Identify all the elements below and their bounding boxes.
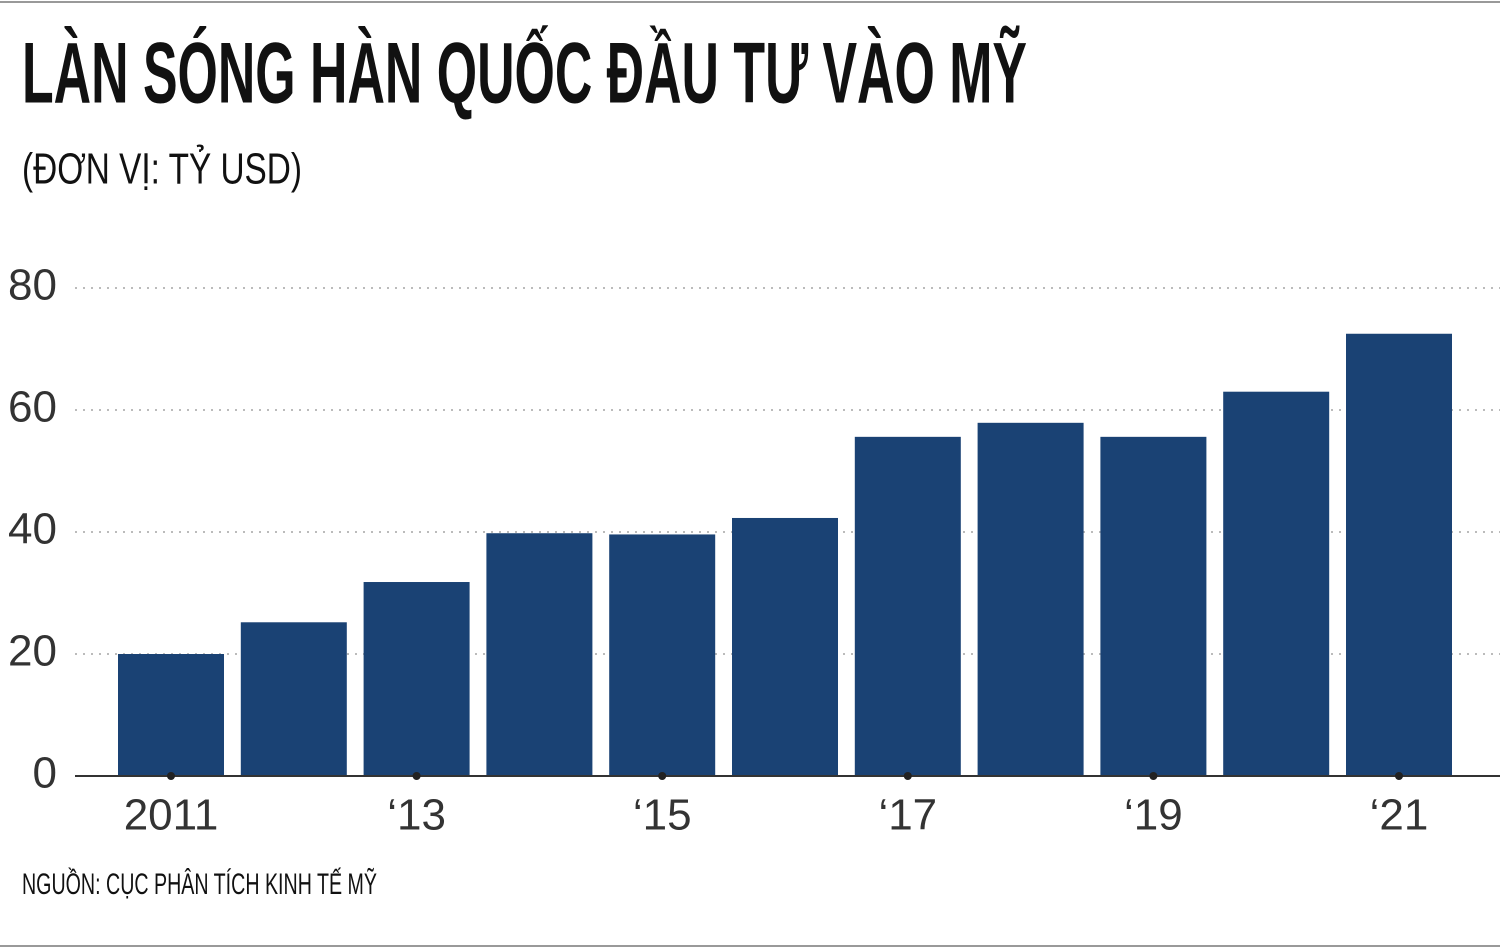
x-tick-dot: [658, 772, 667, 780]
chart-title: LÀN SÓNG HÀN QUỐC ĐẦU TƯ VÀO MỸ: [22, 26, 1027, 122]
bar: [486, 533, 593, 776]
y-tick-label: 20: [8, 627, 57, 676]
bar: [363, 582, 470, 776]
x-tick-dot: [903, 772, 912, 780]
bar: [1100, 436, 1207, 776]
bar: [732, 517, 838, 776]
source-note: NGUỒN: CỤC PHÂN TÍCH KINH TẾ MỸ: [22, 867, 377, 901]
x-tick-dot: [1149, 772, 1158, 780]
bar: [1346, 333, 1452, 776]
x-tick-label: ‘17: [878, 791, 937, 840]
x-tick-dot: [167, 772, 175, 780]
x-tick-label: ‘13: [387, 791, 446, 840]
x-tick-dot: [1395, 772, 1403, 780]
x-tick-label: ‘15: [633, 791, 692, 840]
x-tick-label: 2011: [124, 791, 219, 840]
x-tick-dot: [412, 772, 421, 780]
x-tick-label: ‘19: [1124, 791, 1183, 840]
bar: [240, 622, 347, 776]
bar: [854, 436, 961, 776]
bar: [609, 534, 716, 776]
y-tick-label: 60: [8, 383, 57, 432]
bar: [1223, 391, 1330, 776]
y-tick-label: 40: [8, 505, 57, 554]
chart-subtitle: (ĐƠN VỊ: TỶ USD): [22, 144, 302, 194]
x-tick-label: ‘21: [1370, 791, 1429, 840]
bar: [118, 654, 224, 776]
y-tick-label: 0: [33, 749, 57, 798]
y-tick-label: 80: [8, 261, 57, 310]
bar: [977, 422, 1084, 776]
